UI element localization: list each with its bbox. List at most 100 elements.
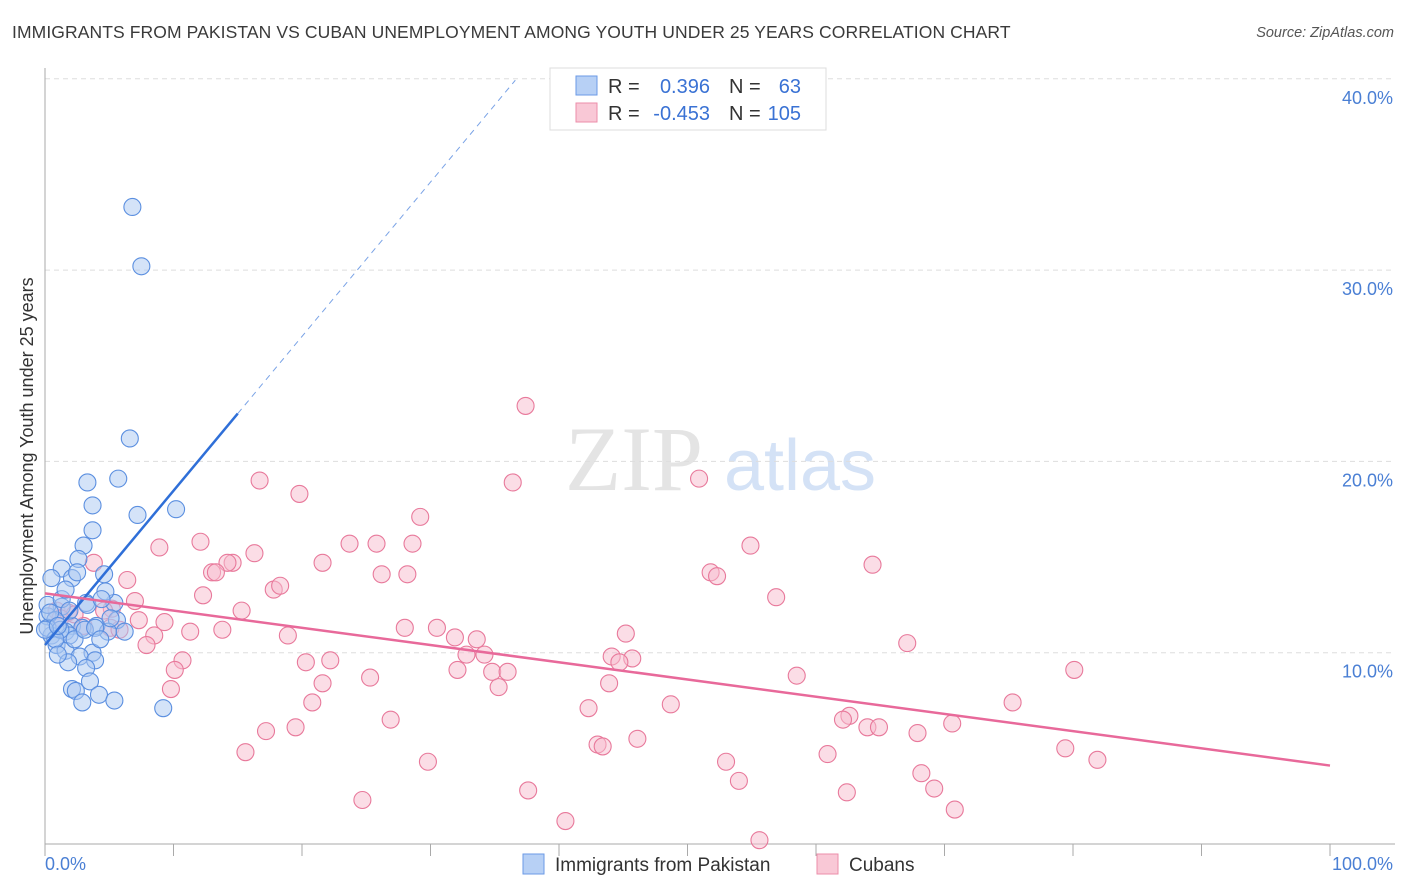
cubans-point xyxy=(945,800,964,819)
y-tick-label: 20.0% xyxy=(1342,470,1393,490)
cubans-point xyxy=(467,630,486,649)
cubans-point xyxy=(403,534,422,553)
cubans-point xyxy=(1088,750,1107,769)
legend-swatch-cubans xyxy=(575,102,598,123)
pakistan-point xyxy=(56,580,75,599)
cubans-point xyxy=(750,831,769,850)
cubans-point xyxy=(610,653,629,672)
pakistan-point xyxy=(48,616,67,635)
cubans-point xyxy=(708,567,727,586)
series-legend: Immigrants from Pakistan Cubans xyxy=(522,853,915,876)
pakistan-point xyxy=(73,693,92,712)
cubans-point xyxy=(155,613,174,632)
cubans-point xyxy=(321,651,340,670)
legend-r-value: -0.453 xyxy=(653,103,710,125)
pakistan-point xyxy=(105,691,124,710)
pakistan-trend-extension xyxy=(237,79,516,414)
pakistan-point xyxy=(120,429,139,448)
watermark-zip: ZIP xyxy=(565,408,703,510)
y-tick-label: 40.0% xyxy=(1342,88,1393,108)
cubans-point xyxy=(232,601,251,620)
pakistan-point xyxy=(128,505,147,525)
legend-n-value: 63 xyxy=(779,76,801,98)
cubans-point xyxy=(395,618,414,637)
cubans-point xyxy=(863,555,882,574)
cubans-point xyxy=(372,565,391,584)
cubans-point xyxy=(787,666,806,685)
x-tick-label: 0.0% xyxy=(45,854,86,874)
pakistan-point xyxy=(78,473,97,492)
cubans-point xyxy=(290,484,309,503)
cubans-point xyxy=(869,718,889,737)
cubans-point xyxy=(498,662,517,681)
cubans-point xyxy=(741,536,760,555)
cubans-point xyxy=(908,723,927,743)
cubans-point xyxy=(278,626,297,645)
pakistan-point xyxy=(91,630,110,649)
cubans-point xyxy=(213,620,232,639)
cubans-trend-line xyxy=(44,592,1331,767)
chart-title: IMMIGRANTS FROM PAKISTAN VS CUBAN UNEMPL… xyxy=(12,22,1011,42)
cubans-point xyxy=(600,674,619,693)
cubans-point xyxy=(1065,660,1084,679)
cubans-point xyxy=(194,586,213,605)
legend-swatch-cubans xyxy=(816,853,839,875)
cubans-point xyxy=(353,790,372,810)
cubans-point xyxy=(367,534,386,553)
cubans-point xyxy=(837,783,856,802)
stats-legend: R = 0.396 N = 63 R = -0.453 N = 105 xyxy=(549,67,827,131)
cubans-point xyxy=(489,678,508,697)
cubans-point xyxy=(381,710,400,729)
cubans-point xyxy=(296,653,315,672)
cubans-point xyxy=(833,710,853,729)
cubans-point xyxy=(628,729,647,748)
legend-label-pakistan: Immigrants from Pakistan xyxy=(555,855,770,876)
pakistan-point xyxy=(123,197,142,217)
cubans-point xyxy=(690,469,709,488)
cubans-point xyxy=(271,576,290,595)
cubans-point xyxy=(250,471,269,490)
cubans-point xyxy=(579,699,598,718)
legend-label-cubans: Cubans xyxy=(849,855,915,876)
cubans-point xyxy=(245,544,264,563)
legend-r-label: R = xyxy=(608,103,640,125)
pakistan-point xyxy=(60,601,79,620)
pakistan-point xyxy=(83,521,102,540)
y-axis-label: Unemployment Among Youth under 25 years xyxy=(17,277,37,634)
pakistan-point xyxy=(154,699,173,718)
cubans-point xyxy=(729,771,748,790)
y-tick-label: 30.0% xyxy=(1342,279,1393,299)
cubans-point xyxy=(818,745,837,764)
cubans-point xyxy=(191,532,210,551)
source-label: Source: ZipAtlas.com xyxy=(1256,25,1394,41)
x-tick-label: 100.0% xyxy=(1332,854,1393,874)
cubans-point xyxy=(236,743,255,762)
watermark-atlas: atlas xyxy=(724,426,876,506)
cubans-point xyxy=(898,634,917,653)
cubans-point xyxy=(593,737,612,756)
cubans-point xyxy=(286,718,305,737)
cubans-point xyxy=(129,611,148,630)
cubans-point xyxy=(448,660,467,679)
cubans-point xyxy=(445,628,464,647)
cubans-point xyxy=(137,635,156,655)
cubans-point xyxy=(483,662,502,681)
cubans-point xyxy=(1003,693,1022,712)
legend-swatch-pakistan xyxy=(575,75,598,96)
cubans-point xyxy=(256,722,276,741)
cubans-point xyxy=(912,764,931,783)
pakistan-point xyxy=(42,569,61,588)
cubans-point xyxy=(516,396,535,415)
cubans-point xyxy=(411,507,430,526)
legend-n-value: 105 xyxy=(768,103,801,125)
pakistan-point xyxy=(115,622,134,641)
cubans-point xyxy=(340,534,359,553)
cubans-point xyxy=(925,779,944,798)
cubans-point xyxy=(943,714,962,733)
pakistan-point xyxy=(167,500,186,519)
cubans-point xyxy=(165,660,184,679)
pakistan-trend-line xyxy=(44,412,239,646)
cubans-point xyxy=(118,570,137,590)
cubans-point xyxy=(313,553,332,572)
